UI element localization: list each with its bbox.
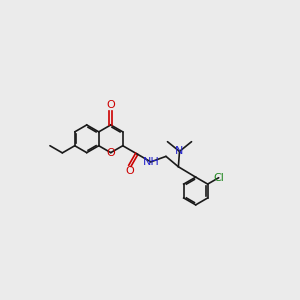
- Text: O: O: [106, 148, 115, 158]
- Text: O: O: [125, 166, 134, 176]
- Text: Cl: Cl: [213, 173, 224, 183]
- Text: NH: NH: [142, 157, 159, 167]
- Text: N: N: [175, 146, 184, 156]
- Text: O: O: [106, 100, 115, 110]
